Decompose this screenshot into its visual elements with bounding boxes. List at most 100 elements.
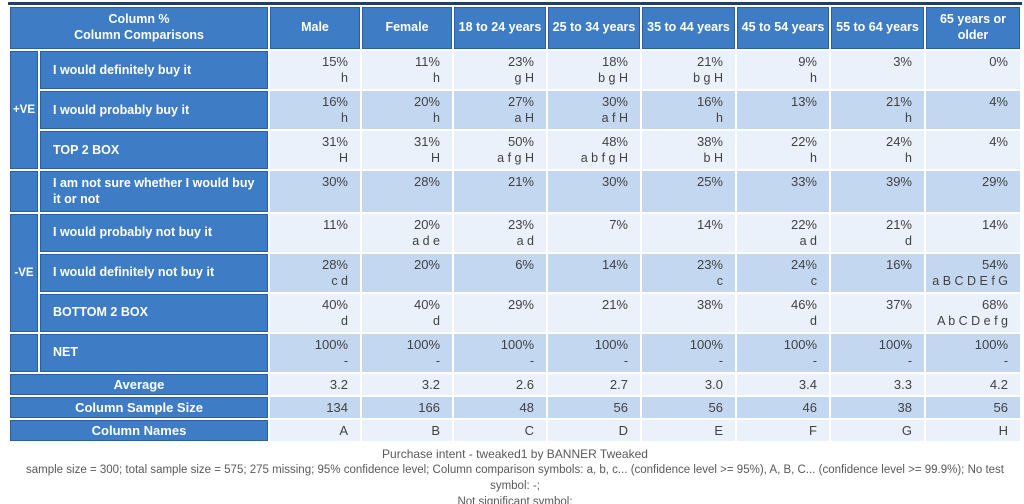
data-cell: 16% h	[642, 91, 735, 129]
cell-significance-letters	[458, 190, 534, 206]
cell-value: 23%	[696, 256, 723, 272]
summary-cell: 3.2	[362, 373, 452, 395]
data-cell: 100% -	[270, 333, 360, 372]
cell-value: 22%	[790, 134, 817, 149]
data-cell: 14%	[926, 213, 1020, 252]
cell-value: 4%	[989, 134, 1008, 149]
cell-value: 38%	[696, 134, 723, 149]
cell-significance-letters	[930, 190, 1008, 206]
data-cell: 33%	[737, 171, 829, 212]
column-header: 25 to 34 years	[548, 7, 640, 49]
column-header: 35 to 44 years	[642, 7, 735, 49]
data-cell: 22% a d	[737, 213, 829, 252]
cell-value: 40%	[413, 296, 440, 312]
data-cell: 21%	[548, 293, 640, 332]
table-row: I would definitely not buy it 28% c d 20% 6%…	[10, 253, 1020, 292]
crosstab-table: Column % Column Comparisons Male Female 18…	[8, 2, 1022, 443]
data-cell: 40% d	[270, 293, 360, 332]
cell-value: 20%	[413, 94, 440, 109]
cell-significance-letters: b g H	[693, 71, 723, 85]
table-row: TOP 2 BOX 31% H 31% H 50% a f g H 48% a b f g H 3…	[10, 131, 1020, 169]
row-label: I would probably not buy it	[40, 213, 268, 252]
column-header: 18 to 24 years	[454, 7, 546, 49]
footnote-line2: Not significant symbol:	[457, 496, 573, 504]
summary-cell: 3.2	[270, 373, 360, 395]
cell-significance-letters: h	[905, 151, 912, 165]
cell-value: 31%	[413, 134, 440, 149]
cell-value: 16%	[696, 94, 723, 109]
data-cell: 21%	[454, 171, 546, 212]
data-cell: 40% d	[362, 293, 452, 332]
data-cell: 9% h	[737, 51, 829, 89]
cell-significance-letters	[930, 70, 1008, 86]
cell-value: 100%	[783, 336, 817, 352]
table-row: +VE I would definitely buy it 15% h 11% h 23% g…	[10, 51, 1020, 169]
cell-significance-letters: a d	[799, 233, 817, 248]
cell-significance-letters: d	[341, 313, 348, 328]
summary-cell: G	[831, 419, 924, 441]
cell-value: 48%	[601, 134, 628, 149]
data-cell: 100% -	[642, 333, 735, 372]
table-body: +VE I would definitely buy it 15% h 11% h 23% g…	[10, 51, 1020, 441]
data-cell: 39%	[831, 171, 924, 212]
cell-significance-letters	[274, 190, 348, 206]
corner-header: Column % Column Comparisons	[10, 7, 268, 49]
cell-value: 23%	[507, 216, 534, 232]
summary-cell: 134	[270, 396, 360, 418]
summary-cell: 56	[548, 396, 640, 418]
data-cell: 38% b H	[642, 131, 735, 169]
cell-significance-letters	[835, 313, 912, 329]
cell-significance-letters: d	[810, 313, 817, 328]
data-cell: 3%	[831, 51, 924, 89]
cell-significance-letters	[552, 273, 628, 289]
cell-value: 18%	[601, 54, 628, 69]
cell-value: 100%	[500, 336, 534, 352]
column-header: Female	[362, 7, 452, 49]
data-cell: 24% c	[737, 253, 829, 292]
summary-cell: 166	[362, 396, 452, 418]
cell-value: 7%	[609, 216, 628, 232]
cell-value: 21%	[507, 174, 534, 189]
cell-significance-letters: a d	[516, 233, 534, 248]
cell-significance-letters: A b C D e f g	[937, 313, 1008, 328]
footnote-line1: sample size = 300; total sample size = 5…	[26, 464, 1004, 493]
data-cell: 15% h	[270, 51, 360, 89]
cell-significance-letters: h	[716, 111, 723, 125]
data-cell: 20% h	[362, 91, 452, 129]
cell-value: 0%	[989, 54, 1008, 69]
table-header: Column % Column Comparisons Male Female 18…	[10, 7, 1020, 49]
data-cell: 30% a f H	[548, 91, 640, 129]
cell-value: 30%	[601, 94, 628, 109]
data-cell: 22% h	[737, 131, 829, 169]
cell-value: 27%	[507, 94, 534, 109]
row-label: BOTTOM 2 BOX	[40, 293, 268, 332]
cell-significance-letters: -	[343, 353, 348, 368]
cell-value: 50%	[507, 134, 534, 149]
cell-significance-letters: a d e	[412, 233, 440, 248]
summary-cell: 56	[926, 396, 1020, 418]
cell-value: 24%	[885, 134, 912, 149]
cell-value: 100%	[594, 336, 628, 352]
data-cell: 48% a b f g H	[548, 131, 640, 169]
summary-cell: B	[362, 419, 452, 441]
data-cell: 31% H	[270, 131, 360, 169]
cell-value: 100%	[314, 336, 348, 352]
data-cell: 20% a d e	[362, 213, 452, 252]
cell-value: 14%	[981, 216, 1008, 232]
summary-row-label: Average	[10, 373, 268, 395]
corner-header-line2: Column Comparisons	[74, 28, 204, 42]
table-row: BOTTOM 2 BOX 40% d 40% d 29% 21% 38% 46% d 37% 68% A…	[10, 293, 1020, 332]
data-cell: 0%	[926, 51, 1020, 89]
cell-significance-letters: -	[623, 353, 628, 368]
cell-significance-letters	[274, 233, 348, 249]
data-cell: 100% -	[737, 333, 829, 372]
cell-value: 3%	[893, 54, 912, 69]
summary-cell: 2.7	[548, 373, 640, 395]
cell-significance-letters: c	[716, 273, 723, 288]
summary-cell: 3.4	[737, 373, 829, 395]
data-cell: 100% -	[548, 333, 640, 372]
data-cell: 68% A b C D e f g	[926, 293, 1020, 332]
table-row: NET 100% -100% -100% -100% -100% -100% -100% -10…	[10, 333, 1020, 372]
data-cell: 13%	[737, 91, 829, 129]
cell-significance-letters	[741, 190, 817, 206]
